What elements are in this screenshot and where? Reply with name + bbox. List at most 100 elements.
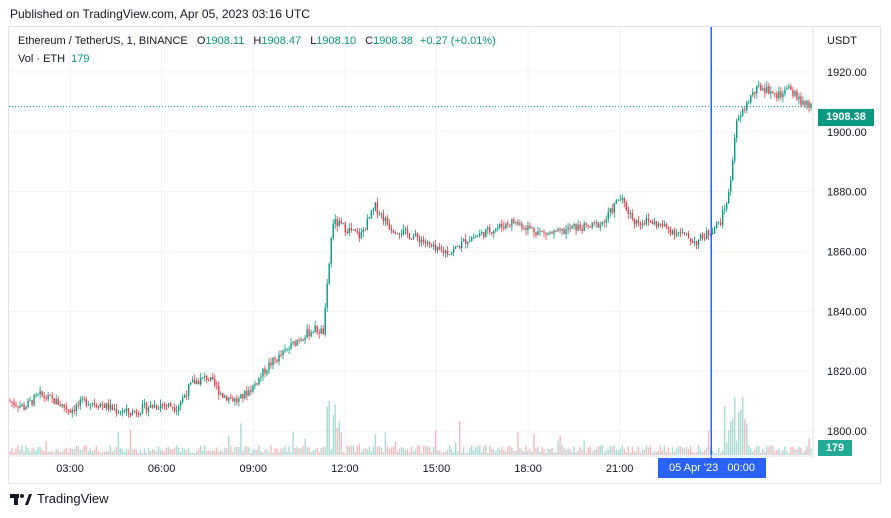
volume-bar xyxy=(218,452,220,455)
candle-body xyxy=(222,393,224,398)
volume-bar xyxy=(434,430,437,455)
candle-body xyxy=(673,230,676,235)
candle-body xyxy=(19,405,21,408)
candle-body xyxy=(59,405,61,407)
candle-body xyxy=(633,219,636,225)
volume-bar xyxy=(21,445,23,455)
close-value: 1908.38 xyxy=(373,35,413,47)
candle-body xyxy=(717,222,720,224)
candle-body xyxy=(93,403,96,405)
candle-body xyxy=(635,220,638,225)
volume-bar xyxy=(290,452,292,455)
price-tick-label: 1840.00 xyxy=(827,306,867,318)
volume-bar xyxy=(734,397,736,455)
candle-body xyxy=(465,239,467,245)
candle-body xyxy=(629,213,632,214)
volume-bar xyxy=(350,445,352,455)
volume-bar xyxy=(571,451,573,455)
candle-body xyxy=(450,252,453,255)
volume-bar xyxy=(740,409,742,455)
volume-bar xyxy=(376,446,379,455)
volume-bar xyxy=(491,448,493,455)
candle-body xyxy=(53,398,55,404)
volume-bar xyxy=(123,451,126,455)
volume-bar xyxy=(342,451,344,455)
candle-body xyxy=(438,247,441,250)
volume-bar xyxy=(786,451,788,455)
footer-brand[interactable]: TradingView xyxy=(10,491,109,506)
candle-body xyxy=(99,403,102,408)
candle-body xyxy=(462,239,465,242)
candle-body xyxy=(105,403,108,409)
candle-body xyxy=(551,232,553,234)
candle-body xyxy=(599,224,601,228)
candle-body xyxy=(764,88,766,93)
volume-bar xyxy=(627,446,630,455)
volume-bar xyxy=(39,447,41,455)
candle-body xyxy=(109,404,112,410)
candle-body xyxy=(71,409,73,413)
volume-bar xyxy=(69,448,71,455)
volume-bar xyxy=(272,452,274,455)
volume-bar xyxy=(673,451,676,455)
price-tick-label: 1820.00 xyxy=(827,366,867,378)
volume-bar xyxy=(595,449,597,455)
symbol-legend: Ethereum / TetherUS, 1, BINANCE O1908.11… xyxy=(18,35,496,47)
candle-body xyxy=(555,230,557,232)
candle-body xyxy=(63,404,65,408)
candle-body xyxy=(228,397,230,401)
candle-body xyxy=(43,395,45,398)
candle-body xyxy=(440,249,443,251)
candle-body xyxy=(404,228,407,230)
volume-bar xyxy=(424,445,427,455)
candle-body xyxy=(639,223,642,225)
candle-body xyxy=(248,390,250,396)
candle-body xyxy=(15,405,17,407)
volume-bar xyxy=(360,451,363,455)
candle-body xyxy=(139,413,142,415)
candle-body xyxy=(376,202,379,214)
candle-body xyxy=(477,235,479,237)
candle-body xyxy=(356,231,359,233)
candle-body xyxy=(444,250,447,254)
volume-bar xyxy=(125,449,128,455)
volume-bar xyxy=(330,449,332,455)
candle-body xyxy=(294,341,296,346)
candle-body xyxy=(103,405,106,409)
candle-body xyxy=(436,247,439,251)
candle-body xyxy=(475,236,477,238)
volume-bar xyxy=(521,450,523,455)
volume-bar xyxy=(643,449,646,455)
volume-bar xyxy=(364,448,367,455)
volume-bar xyxy=(318,452,320,455)
volume-bar xyxy=(754,449,756,455)
candle-body xyxy=(286,348,288,350)
volume-bar xyxy=(507,446,509,455)
volume-bar xyxy=(280,448,282,455)
volume-bar xyxy=(165,447,168,455)
volume-bar xyxy=(703,449,706,455)
volume-bar xyxy=(195,450,198,455)
volume-bar xyxy=(575,452,577,455)
candle-body xyxy=(314,325,316,333)
volume-bar xyxy=(647,447,650,455)
candle-body xyxy=(665,224,668,228)
volume-bar xyxy=(179,451,182,455)
volume-bar xyxy=(481,452,483,455)
volume-bar xyxy=(97,450,100,455)
candle-body xyxy=(208,379,210,381)
volume-bar xyxy=(772,445,774,455)
volume-bar xyxy=(85,445,87,455)
volume-bar xyxy=(177,447,180,455)
candle-body xyxy=(97,406,100,408)
volume-bar xyxy=(543,449,545,455)
volume-bar xyxy=(67,452,69,455)
candle-body xyxy=(748,102,750,104)
volume-bar xyxy=(705,447,708,455)
volume-bar xyxy=(529,448,531,455)
candle-body xyxy=(473,237,475,239)
candle-body xyxy=(250,390,252,392)
volume-bar xyxy=(744,419,746,455)
candle-body xyxy=(274,357,276,360)
